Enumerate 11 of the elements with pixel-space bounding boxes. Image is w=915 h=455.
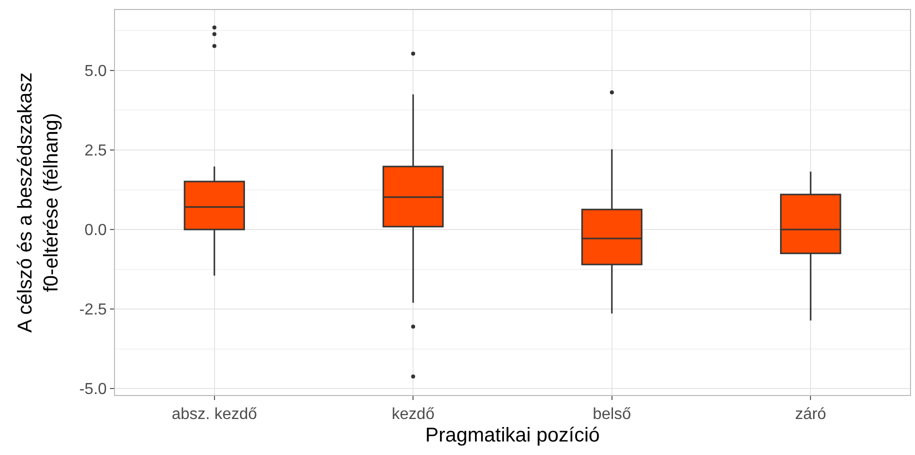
x-tick-label: absz. kezdő — [172, 406, 258, 424]
y-tick-label: -5.0 — [79, 381, 107, 398]
y-axis-title: A célszó és a beszédszakasz f0-eltérése (félhang) — [14, 72, 63, 333]
y-tick-label: 0.0 — [84, 222, 107, 240]
x-tick-label: záró — [795, 406, 826, 424]
y-tick-label: -2.5 — [79, 302, 107, 319]
y-tick-label: 5.0 — [84, 63, 107, 80]
x-tick-label: kezdő — [392, 406, 435, 424]
y-tick-label: 2.5 — [84, 142, 107, 160]
x-tick-label: belső — [592, 406, 632, 424]
x-axis-title: Pragmatikai pozíció — [425, 424, 600, 447]
